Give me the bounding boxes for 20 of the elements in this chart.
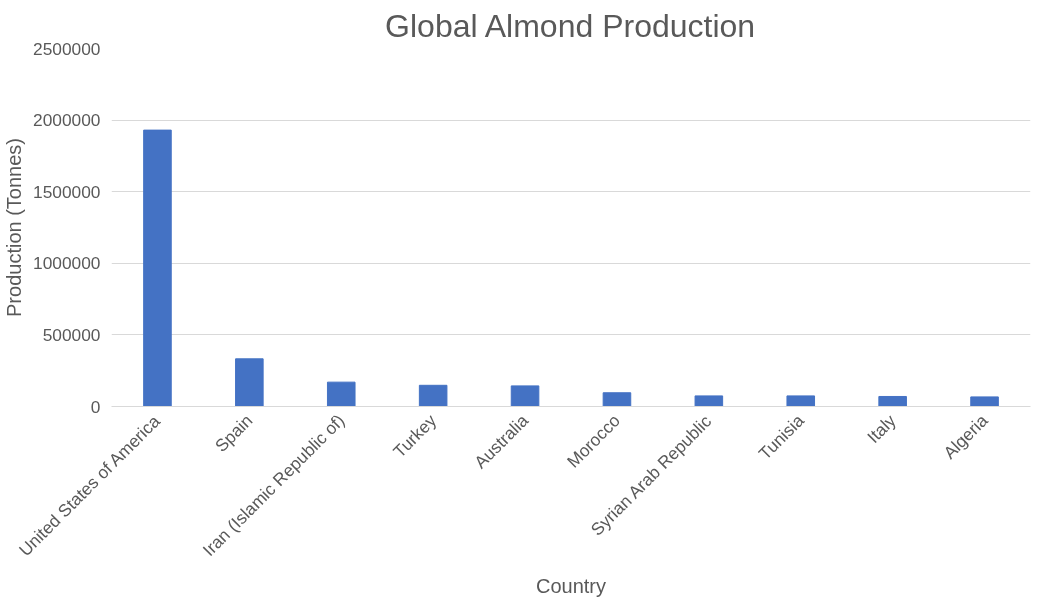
bar: [878, 395, 907, 407]
bar: [602, 392, 632, 407]
x-axis-title: Country: [535, 575, 607, 598]
bar: [235, 358, 264, 407]
bar: [510, 385, 540, 407]
y-tick-label: 0: [90, 396, 101, 417]
y-tick-label: 500000: [42, 324, 101, 345]
bar: [786, 395, 816, 407]
y-tick-label: 2000000: [33, 110, 101, 131]
y-tick-label: 1500000: [33, 181, 101, 202]
x-tick-label: Italy: [863, 410, 900, 448]
bar: [970, 396, 999, 407]
bar: [143, 129, 172, 407]
bar: [694, 395, 724, 407]
y-axis-title: Production (Tonnes): [3, 138, 26, 317]
bar: [326, 381, 356, 407]
y-tick-label: 1000000: [33, 253, 101, 274]
y-tick-label: 2500000: [33, 38, 101, 59]
bar: [418, 384, 448, 407]
chart-title: Global Almond Production: [385, 7, 756, 44]
